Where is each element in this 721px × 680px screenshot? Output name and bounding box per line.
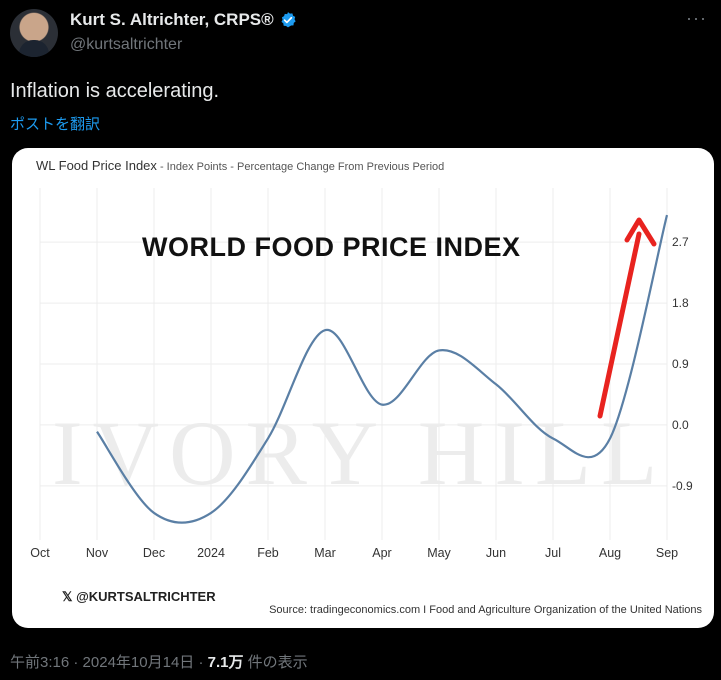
meta-separator: · [73, 654, 79, 671]
x-tick-label: Oct [30, 546, 50, 560]
y-tick-label: 0.9 [672, 357, 689, 371]
meta-separator: · [198, 654, 204, 671]
x-tick-label: 2024 [197, 546, 225, 560]
x-tick-label: Sep [656, 546, 678, 560]
x-tick-label: Jun [486, 546, 506, 560]
line-chart: -0.9 0.0 0.9 1.8 2.7 Oct Nov Dec 2024 Feb Mar Apr Ma… [30, 188, 693, 560]
x-tick-label: Jul [545, 546, 561, 560]
author-handle[interactable]: @kurtsaltrichter [70, 36, 183, 53]
x-tick-label: May [427, 546, 451, 560]
translate-post-link[interactable]: ポストを翻訳 [10, 116, 101, 133]
x-tick-label: Apr [372, 546, 391, 560]
views-label: 件の表示 [247, 654, 308, 671]
y-tick-label: 0.0 [672, 418, 689, 432]
y-tick-label: -0.9 [672, 479, 693, 493]
display-name[interactable]: Kurt S. Altrichter, CRPS® [70, 10, 274, 29]
watermark-text: IVORY HILL [52, 402, 668, 504]
avatar[interactable] [10, 9, 58, 57]
more-options-icon[interactable]: ··· [686, 8, 707, 28]
chart-headline: WORLD FOOD PRICE INDEX [142, 232, 521, 262]
y-tick-label: 1.8 [672, 296, 689, 310]
tweet-meta: 午前3:16 · 2024年10月14日 · 7.1万 件の表示 [10, 651, 308, 672]
x-tick-label: Dec [143, 546, 165, 560]
chart-subtitle: - Index Points - Percentage Change From … [156, 161, 445, 173]
chart-image-card[interactable]: IVORY HILL -0.9 0.0 0.9 1.8 2.7 Oct Nov Dec 2024… [12, 148, 714, 628]
brand-watermark: 𝕏 @KURTSALTRICHTER [62, 589, 216, 604]
verified-badge-icon [281, 12, 296, 28]
chart-title: WL Food Price Index - Index Points - Per… [36, 158, 444, 173]
x-tick-label: Nov [86, 546, 109, 560]
series-line [96, 214, 669, 524]
arrow-head [624, 217, 657, 247]
author-name-row[interactable]: Kurt S. Altrichter, CRPS® [70, 10, 297, 30]
views-count: 7.1万 [207, 654, 244, 671]
tweet-time[interactable]: 午前3:16 [10, 654, 70, 671]
arrow-shaft [597, 231, 642, 419]
tweet-text: Inflation is accelerating. [10, 80, 220, 102]
y-tick-label: 2.7 [672, 235, 689, 249]
chart-source: Source: tradingeconomics.com I Food and … [269, 604, 702, 616]
x-tick-label: Mar [314, 546, 336, 560]
tweet-date[interactable]: 2024年10月14日 [82, 654, 195, 671]
x-tick-label: Aug [599, 546, 621, 560]
x-tick-label: Feb [257, 546, 279, 560]
chart-title-main: WL Food Price Index [36, 158, 157, 173]
